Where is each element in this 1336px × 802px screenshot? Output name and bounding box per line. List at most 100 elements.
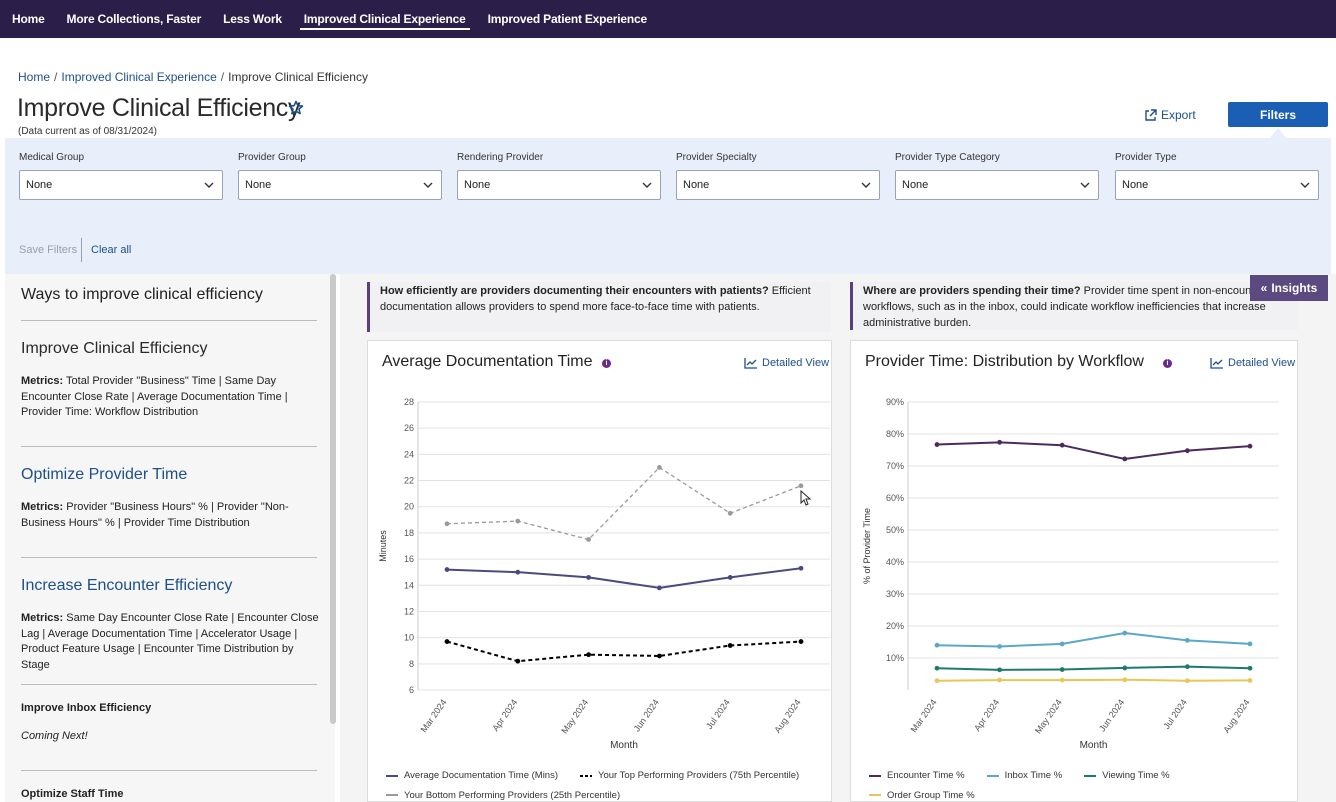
filter-label: Rendering Provider	[457, 152, 544, 163]
insights-button[interactable]: « Insights	[1250, 275, 1328, 301]
data-point	[515, 658, 521, 664]
y-tick-label: 16	[404, 554, 414, 564]
series-line	[936, 632, 1251, 648]
x-tick-label: May 2024	[1033, 697, 1064, 735]
provider-type-category-select[interactable]: None	[895, 170, 1099, 200]
data-point	[657, 465, 662, 470]
y-tick-label: 20	[404, 502, 414, 512]
metrics-label: Metrics:	[21, 612, 64, 624]
metrics-label: Metrics:	[21, 375, 64, 387]
info-text: Efficient documentation allows providers…	[380, 285, 811, 313]
sidebar-scrollbar[interactable]	[330, 274, 336, 724]
x-tick-label: Jun 2024	[1097, 697, 1126, 733]
detailed-view-label: Detailed View	[762, 357, 830, 369]
y-tick-label: 8	[409, 659, 414, 669]
chart-legend: Average Documentation Time (Mins) Your T…	[386, 770, 799, 781]
sidebar-section-metrics: Metrics: Provider "Business Hours" % | P…	[21, 500, 321, 531]
chevron-down-icon	[1080, 182, 1090, 188]
legend-label: Order Group Time %	[887, 789, 975, 801]
provider-type-select[interactable]: None	[1115, 170, 1319, 200]
clear-all-button[interactable]: Clear all	[91, 244, 132, 256]
breadcrumb-section[interactable]: Improved Clinical Experience	[61, 70, 217, 84]
x-axis-label: Month	[1080, 740, 1108, 751]
y-tick-label: 22	[404, 476, 414, 486]
data-point	[727, 510, 733, 516]
legend-label: Your Bottom Performing Providers (25th P…	[404, 789, 621, 801]
nav-less-work[interactable]: Less Work	[223, 12, 282, 26]
sidebar-link-increase-encounter-efficiency[interactable]: Increase Encounter Efficiency	[21, 577, 233, 594]
workflow-distribution-chart: 10% 20% 30% 40% 50% 60% 70% 80% 90% Mar 2024 Apr 2…	[862, 397, 1279, 751]
legend-item: Your Bottom Performing Providers (25th P…	[386, 790, 620, 801]
y-tick-label: 28	[404, 397, 414, 407]
sidebar-heading: Ways to improve clinical efficiency	[21, 286, 263, 303]
legend-item: Encounter Time %	[869, 770, 965, 781]
data-current-date: (Data current as of 08/31/2024)	[18, 126, 157, 137]
legend-swatch	[386, 774, 398, 777]
data-point	[997, 439, 1002, 445]
rendering-provider-select[interactable]: None	[457, 170, 661, 200]
provider-specialty-select[interactable]: None	[676, 170, 880, 200]
select-value: None	[902, 179, 929, 191]
sidebar-link-optimize-provider-time[interactable]: Optimize Provider Time	[21, 466, 188, 483]
data-point	[444, 639, 450, 644]
nav-improved-clinical-experience[interactable]: Improved Clinical Experience	[299, 0, 470, 38]
nav-improved-patient-experience[interactable]: Improved Patient Experience	[487, 12, 648, 26]
nav-home[interactable]: Home	[12, 12, 45, 26]
star-icon[interactable]	[288, 100, 304, 116]
legend-label: Encounter Time %	[887, 770, 965, 781]
filter-provider-specialty: Provider Specialty None	[676, 152, 880, 200]
save-filters-button[interactable]: Save Filters	[19, 244, 78, 256]
filter-rendering-provider: Rendering Provider None	[457, 152, 661, 200]
data-point	[997, 677, 1002, 683]
y-tick-label: 80%	[886, 429, 904, 439]
data-point	[1247, 665, 1253, 671]
chart-legend: Encounter Time % Inbox Time % Viewing Ti…	[869, 770, 1170, 781]
x-tick-label: Aug 2024	[1221, 697, 1251, 734]
data-point	[1247, 443, 1253, 449]
x-tick-label: Jun 2024	[632, 697, 661, 733]
detailed-view-link[interactable]: Detailed View	[744, 357, 829, 369]
y-tick-label: 10%	[886, 653, 904, 663]
legend-item: Order Group Time %	[869, 790, 975, 801]
legend-swatch	[1084, 774, 1097, 777]
legend-swatch	[986, 774, 999, 777]
y-tick-label: 50%	[886, 525, 904, 535]
filter-label: Provider Group	[238, 152, 306, 163]
chevron-down-icon	[861, 182, 871, 188]
filters-button[interactable]: Filters	[1228, 102, 1328, 127]
line-chart-icon	[744, 358, 757, 369]
data-point	[1059, 442, 1065, 448]
data-point	[1122, 665, 1128, 671]
data-point	[727, 643, 733, 648]
x-tick-label: Aug 2024	[772, 697, 802, 734]
x-axis-label: Month	[610, 740, 638, 751]
info-icon[interactable]: i	[602, 359, 611, 368]
select-value: None	[1122, 179, 1149, 191]
data-point	[798, 565, 804, 571]
provider-group-select[interactable]: None	[238, 170, 442, 200]
y-axis-label: Minutes	[378, 530, 388, 562]
chevron-down-icon	[204, 182, 214, 188]
detailed-view-link[interactable]: Detailed View	[1210, 357, 1295, 369]
medical-group-select[interactable]: None	[19, 170, 223, 200]
sidebar-section-metrics: Metrics: Total Provider "Business" Time …	[21, 374, 321, 421]
filter-provider-type: Provider Type None	[1115, 152, 1319, 200]
data-point	[586, 652, 591, 658]
data-point	[934, 665, 940, 671]
breadcrumb-home[interactable]: Home	[18, 70, 51, 84]
legend-swatch	[386, 794, 398, 796]
info-icon[interactable]: i	[1163, 359, 1172, 368]
filters-panel: Medical Group None Provider Group None R…	[5, 138, 1331, 274]
data-point	[934, 678, 940, 684]
select-value: None	[683, 179, 710, 191]
chevron-down-icon	[423, 182, 433, 188]
select-value: None	[26, 179, 53, 191]
y-tick-label: 20%	[886, 621, 904, 631]
nav-more-collections[interactable]: More Collections, Faster	[66, 12, 202, 26]
x-tick-label: Apr 2024	[490, 697, 519, 733]
data-point	[1185, 638, 1190, 643]
y-tick-label: 14	[404, 580, 414, 590]
export-button[interactable]: Export	[1144, 108, 1196, 122]
series-line	[936, 678, 1251, 682]
sidebar-divider	[21, 320, 317, 321]
